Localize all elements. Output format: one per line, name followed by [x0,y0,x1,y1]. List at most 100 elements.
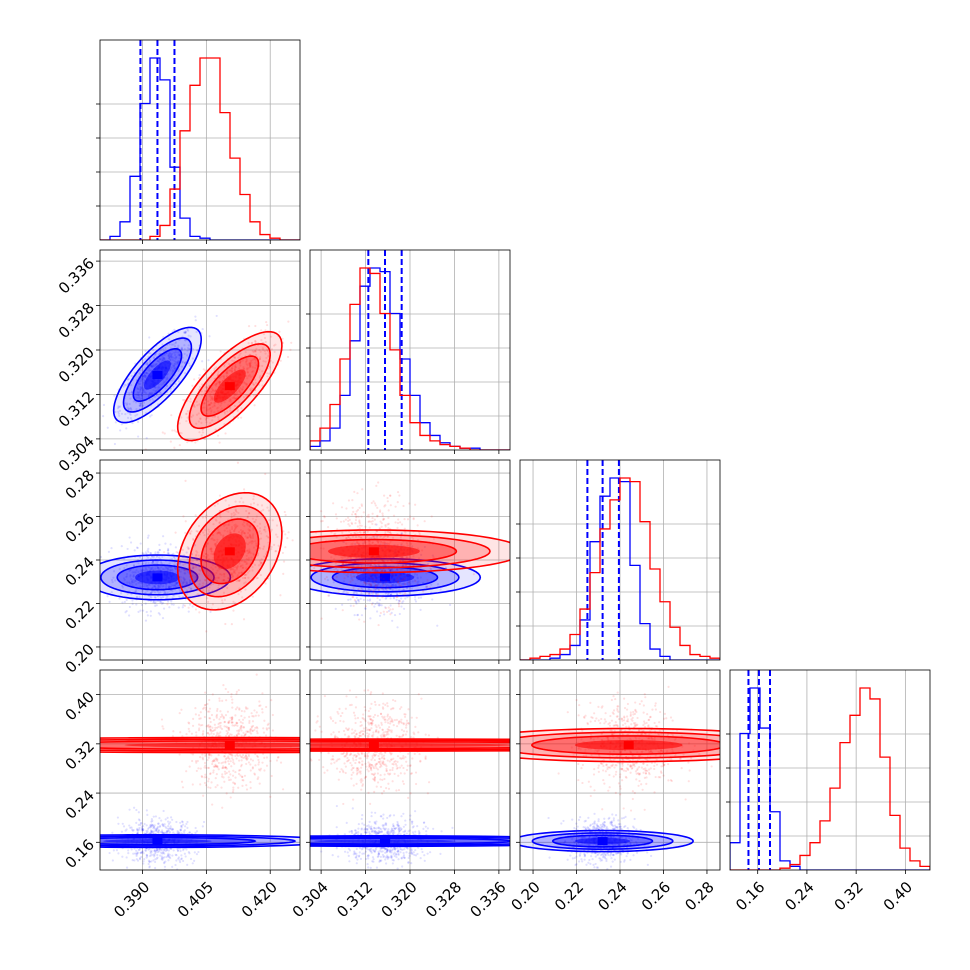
sample-point [163,568,166,571]
sample-point [182,859,185,863]
sample-point [192,537,195,541]
sample-point [188,852,191,855]
sample-point [382,610,385,613]
sample-point [321,519,324,523]
sample-point [217,531,220,535]
sample-point [245,358,248,361]
sample-point [229,400,232,403]
sample-point [149,364,153,368]
sample-point [234,525,237,528]
sample-point [190,587,193,590]
sample-point [150,567,153,570]
sample-point [343,555,347,559]
sample-point [333,568,336,571]
sample-point [154,364,157,367]
sample-point [357,542,360,545]
sample-point [357,535,361,538]
sample-point [166,591,169,594]
sample-point [137,570,140,573]
sample-point [239,352,242,355]
sample-point [162,602,165,605]
sample-point [260,329,263,332]
sample-point [232,600,235,603]
sample-point [130,391,133,394]
sample-point [173,360,176,363]
sample-point [209,398,212,402]
sample-point [355,601,358,604]
sample-point [145,829,148,832]
sample-point [206,702,209,706]
sample-point [146,549,149,552]
sample-point [202,565,205,568]
sample-point [198,611,201,614]
sample-point [161,431,164,434]
sample-point [124,829,127,832]
sample-point [394,579,398,582]
sample-point [160,855,164,858]
sample-point [370,501,373,505]
sample-point [138,394,141,397]
sample-point [380,541,383,544]
sample-point [116,407,120,410]
sample-point [197,714,201,717]
sample-point [363,568,366,571]
sample-point [140,405,143,408]
sample-point [394,505,397,508]
sample-point [219,710,222,713]
sample-point [135,590,138,593]
sample-point [237,571,241,575]
sample-point [223,401,226,404]
sample-point [358,618,361,621]
sample-point [129,582,132,585]
sample-point [174,367,177,370]
sample-point [354,516,358,519]
sample-point [360,504,364,507]
sample-point [382,564,385,567]
sample-point [223,720,226,724]
sample-point [144,349,147,353]
sample-point [173,563,176,566]
sample-point [174,357,177,360]
sample-point [195,330,198,334]
sample-point [162,851,165,855]
sample-point [118,597,121,600]
sample-point [213,543,216,546]
sample-point [161,596,165,599]
sample-point [148,366,151,370]
sample-point [382,584,385,587]
sample-point [232,511,235,514]
sample-point [380,569,384,572]
sample-point [206,404,209,407]
sample-point [352,575,355,578]
sample-point [136,546,139,550]
sample-point [252,498,255,501]
sample-point [156,827,159,830]
sample-point [162,551,166,554]
sample-point [247,558,250,561]
sample-point [155,829,158,832]
sample-point [238,361,241,364]
sample-point [345,537,348,540]
sample-point [382,564,385,567]
sample-point [152,356,156,359]
sample-point [154,858,157,861]
sample-point [400,597,403,600]
sample-point [378,510,382,513]
sample-point [175,581,178,584]
sample-point [356,492,359,495]
sample-point [230,623,233,626]
sample-point [169,569,172,572]
sample-point [398,494,401,497]
sample-point [246,364,249,367]
sample-point [160,602,164,605]
sample-point [153,602,157,605]
sample-point [148,369,151,372]
sample-point [173,353,177,357]
sample-point [198,403,201,406]
sample-point [234,397,237,400]
sample-point [155,389,159,392]
sample-point [398,583,401,586]
sample-point [214,578,217,581]
sample-point [153,354,157,357]
